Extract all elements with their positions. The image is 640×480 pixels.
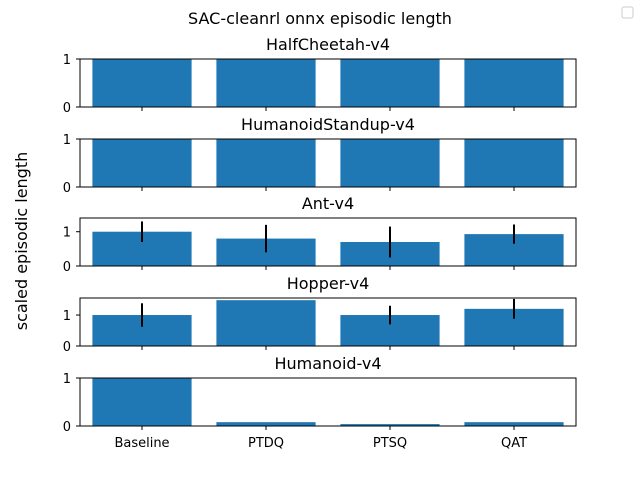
x-tick-label-ptdq: PTDQ xyxy=(248,436,284,451)
bar-ptsq xyxy=(340,59,440,107)
y-tick-label: 0 xyxy=(63,420,71,435)
panel-title: Hopper-v4 xyxy=(287,274,370,293)
y-tick-label: 0 xyxy=(63,340,71,355)
y-tick-label: 0 xyxy=(63,181,71,196)
bar-ptdq xyxy=(216,59,316,107)
panel-title: HalfCheetah-v4 xyxy=(266,35,390,54)
axes-frame xyxy=(79,377,577,427)
panel-4: Hopper-v4 0 1 xyxy=(63,274,577,355)
y-tick-label: 1 xyxy=(63,226,71,241)
bar-qat xyxy=(464,59,564,107)
panel-1: HalfCheetah-v4 0 1 xyxy=(63,35,577,116)
panel-5: Humanoid-v4 0 1 xyxy=(63,354,577,435)
chart-panels: HalfCheetah-v401HumanoidStandup-v401Ant-… xyxy=(63,35,577,451)
panel-2: HumanoidStandup-v4 0 1 xyxy=(63,115,577,196)
axes-frame xyxy=(79,217,577,267)
axes-frame xyxy=(79,297,577,347)
chart-title: SAC-cleanrl onnx episodic length xyxy=(188,9,452,28)
panel-title: HumanoidStandup-v4 xyxy=(241,115,415,134)
y-tick-label: 0 xyxy=(63,260,71,275)
bar-ptdq xyxy=(216,300,316,346)
bar-ptdq xyxy=(216,422,316,426)
bar-ptdq xyxy=(216,139,316,187)
y-tick-label: 1 xyxy=(63,372,71,387)
panel-3: Ant-v4 0 1 xyxy=(63,194,577,275)
y-tick-label: 1 xyxy=(63,309,71,324)
bar-qat xyxy=(464,139,564,187)
bar-baseline xyxy=(92,59,192,107)
panel-title: Humanoid-v4 xyxy=(274,354,381,373)
bar-baseline xyxy=(92,378,192,426)
x-tick-label-baseline: Baseline xyxy=(114,436,169,451)
y-axis-label: scaled episodic length xyxy=(12,152,31,331)
bar-ptsq xyxy=(340,139,440,187)
bar-qat xyxy=(464,422,564,426)
bar-ptsq xyxy=(340,424,440,426)
x-tick-label-qat: QAT xyxy=(501,436,527,451)
legend-box xyxy=(621,6,634,19)
y-tick-label: 0 xyxy=(63,101,71,116)
panel-title: Ant-v4 xyxy=(302,194,354,213)
y-tick-label: 1 xyxy=(63,133,71,148)
axes-frame xyxy=(79,138,577,188)
y-tick-label: 1 xyxy=(63,53,71,68)
x-tick-label-ptsq: PTSQ xyxy=(373,436,407,451)
bar-baseline xyxy=(92,139,192,187)
axes-frame xyxy=(79,58,577,108)
